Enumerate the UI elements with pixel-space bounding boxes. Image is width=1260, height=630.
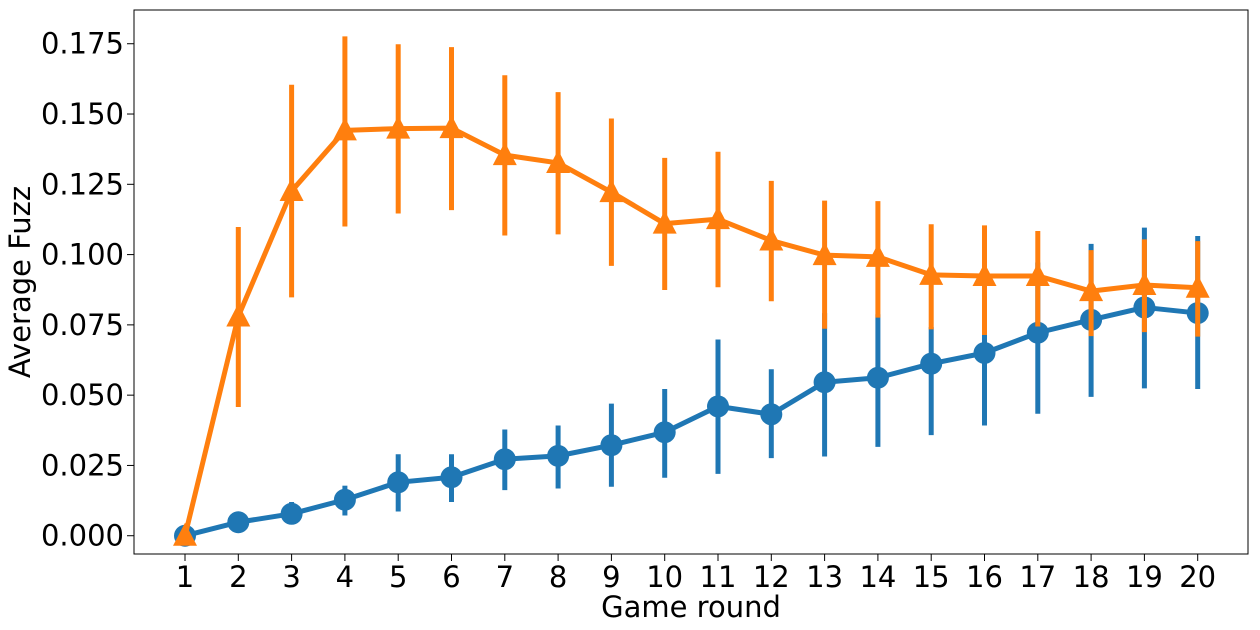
data-point <box>972 262 997 286</box>
data-point <box>227 511 250 534</box>
data-point <box>973 341 996 364</box>
data-point <box>440 466 463 489</box>
data-point <box>1132 271 1157 295</box>
data-point <box>547 444 570 467</box>
x-axis-label: Game round <box>601 590 781 624</box>
data-point <box>1079 278 1104 302</box>
y-axis-label: Average Fuzz <box>3 186 37 378</box>
x-tick-label: 6 <box>442 560 460 594</box>
data-point <box>439 115 464 139</box>
data-point <box>812 242 837 266</box>
y-tick-label: 0.175 <box>41 27 124 61</box>
x-tick-label: 13 <box>806 560 843 594</box>
data-point <box>226 303 251 327</box>
data-point <box>493 448 516 471</box>
data-point <box>1185 274 1210 298</box>
data-point <box>653 421 676 444</box>
x-tick-label: 1 <box>176 560 194 594</box>
x-tick-label: 9 <box>602 560 620 594</box>
data-point <box>1025 262 1050 286</box>
data-point <box>332 117 357 141</box>
x-tick-label: 2 <box>229 560 247 594</box>
data-point <box>919 261 944 285</box>
x-tick-label: 12 <box>753 560 790 594</box>
x-tick-label: 16 <box>966 560 1003 594</box>
data-point <box>333 488 356 511</box>
x-tick-label: 18 <box>1073 560 1110 594</box>
y-tick-label: 0.025 <box>41 448 124 482</box>
data-point <box>546 149 571 173</box>
x-tick-label: 7 <box>496 560 514 594</box>
data-point <box>599 179 624 203</box>
data-point <box>280 502 303 525</box>
data-point <box>1026 321 1049 344</box>
x-tick-label: 15 <box>913 560 950 594</box>
x-tick-label: 5 <box>389 560 407 594</box>
x-tick-label: 10 <box>646 560 683 594</box>
y-tick-label: 0.050 <box>41 378 124 412</box>
y-tick-label: 0.075 <box>41 308 124 342</box>
series-layer <box>173 36 1210 547</box>
x-tick-label: 20 <box>1179 560 1216 594</box>
data-point <box>813 371 836 394</box>
data-point <box>707 395 729 418</box>
series-line <box>182 125 1198 537</box>
y-tick-label: 0.100 <box>41 238 124 272</box>
series-2 <box>173 36 1210 546</box>
plot-frame <box>133 9 1249 555</box>
y-tick-label: 0.125 <box>41 167 124 201</box>
x-tick-label: 11 <box>700 560 737 594</box>
x-tick-label: 14 <box>859 560 896 594</box>
x-tick-label: 19 <box>1126 560 1163 594</box>
x-axis: 1 2 3 4 5 6 7 8 9 10 11 12 13 14 15 16 17 18 19 20 <box>176 554 1216 594</box>
y-axis: 0.000 0.025 0.050 0.075 0.100 0.125 0.150 0.175 <box>41 27 134 553</box>
data-point <box>386 115 411 139</box>
data-point <box>600 434 623 457</box>
x-tick-label: 3 <box>282 560 300 594</box>
data-point <box>279 178 304 202</box>
y-tick-label: 0.150 <box>41 97 124 131</box>
series-1 <box>174 227 1209 547</box>
data-point <box>760 403 783 426</box>
data-point <box>865 243 890 267</box>
data-point <box>866 366 889 389</box>
x-tick-label: 8 <box>549 560 567 594</box>
data-point <box>759 227 784 251</box>
data-point <box>492 142 517 166</box>
data-point <box>652 210 677 234</box>
x-tick-label: 17 <box>1019 560 1056 594</box>
data-point <box>920 352 943 375</box>
data-point <box>173 522 197 546</box>
data-point <box>387 471 410 494</box>
data-point <box>706 206 730 230</box>
x-tick-label: 4 <box>336 560 354 594</box>
y-tick-label: 0.000 <box>41 519 124 553</box>
